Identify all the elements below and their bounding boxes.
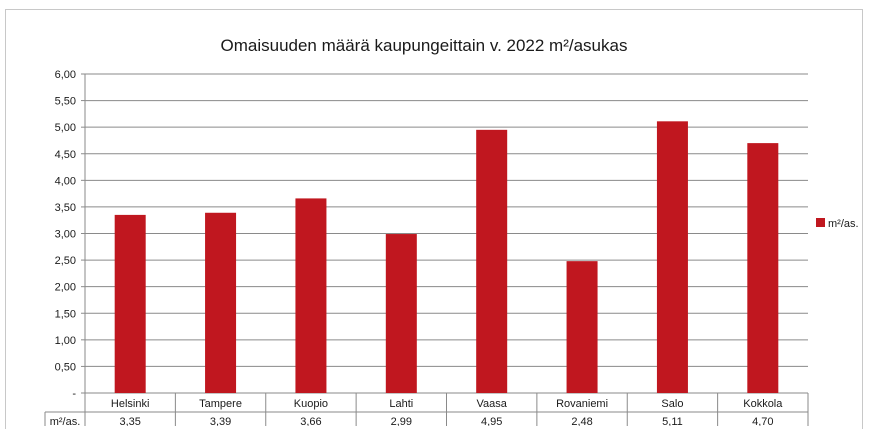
data-table: m²/as. Helsinki 3,35 Tampere 3,39 Kuopio 3,66 L…	[44, 393, 809, 426]
bar	[656, 121, 688, 394]
table-value: 2,48	[571, 416, 592, 426]
chart-frame	[5, 9, 863, 429]
legend-label: m²/as.	[828, 218, 859, 230]
bar	[295, 198, 327, 393]
y-tick-label: 4,50	[55, 149, 76, 161]
bar	[566, 261, 598, 393]
bar	[114, 214, 146, 393]
category-label: Helsinki	[111, 398, 150, 410]
table-value: 3,66	[300, 416, 321, 426]
category-label: Rovaniemi	[556, 398, 608, 410]
category-label: Vaasa	[477, 398, 508, 410]
y-tick-label: -	[72, 388, 76, 400]
legend: m²/as.	[816, 218, 859, 230]
y-tick-label: 6,00	[55, 69, 76, 81]
category-label: Salo	[661, 398, 683, 410]
bar	[747, 143, 779, 393]
table-value: 3,35	[119, 416, 140, 426]
table-value: 5,11	[662, 416, 683, 426]
bar	[385, 234, 417, 393]
y-tick-label: 1,00	[55, 335, 76, 347]
y-axis-ticks: - 0,50 1,00 1,50 2,00 2,50 3,00 3,50 4,00 4,50 5,0…	[55, 69, 77, 400]
table-value: 4,95	[481, 416, 502, 426]
gridlines	[81, 73, 808, 426]
y-tick-label: 3,00	[55, 229, 76, 241]
category-label: Tampere	[199, 398, 242, 410]
bar	[476, 129, 508, 393]
bar	[205, 212, 237, 393]
chart-title: Omaisuuden määrä kaupungeittain v. 2022 …	[221, 36, 628, 55]
y-tick-label: 0,50	[55, 361, 76, 373]
y-tick-label: 2,00	[55, 282, 76, 294]
table-row-label: m²/as.	[50, 416, 81, 426]
y-tick-label: 5,50	[55, 96, 76, 108]
y-tick-label: 4,00	[55, 175, 76, 187]
table-value: 4,70	[752, 416, 773, 426]
category-label: Lahti	[389, 398, 413, 410]
table-value: 3,39	[210, 416, 231, 426]
y-tick-label: 1,50	[55, 308, 76, 320]
category-label: Kuopio	[294, 398, 328, 410]
y-tick-label: 2,50	[55, 255, 76, 267]
y-tick-label: 5,00	[55, 122, 76, 134]
category-label: Kokkola	[743, 398, 783, 410]
y-tick-label: 3,50	[55, 202, 76, 214]
legend-swatch	[816, 218, 825, 227]
bars	[114, 121, 779, 394]
table-value: 2,99	[391, 416, 412, 426]
